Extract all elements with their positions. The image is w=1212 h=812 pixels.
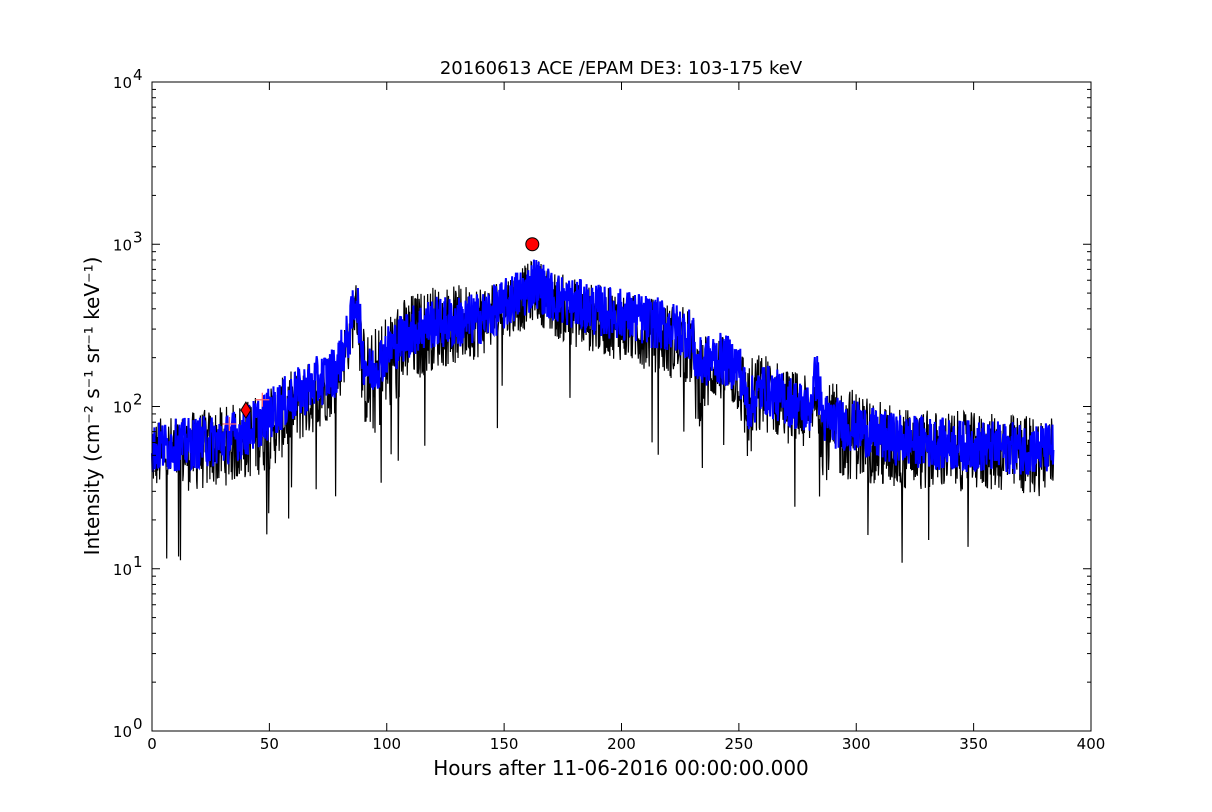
x-tick-label: 250 (725, 735, 754, 753)
x-tick-label: 0 (147, 735, 157, 753)
y-tick-label: 10 (113, 399, 132, 417)
x-tick-label: 150 (490, 735, 519, 753)
y-tick-label: 10 (113, 561, 132, 579)
cross-marker (222, 417, 237, 432)
x-tick-label: 50 (260, 735, 279, 753)
series-intensity-line (151, 259, 1055, 475)
plot-area (151, 237, 1055, 563)
y-tick-label: 10 (113, 723, 132, 741)
y-tick-exponent: 4 (133, 66, 143, 84)
x-tick-label: 300 (842, 735, 871, 753)
y-axis-label: Intensity (cm⁻² s⁻¹ sr⁻¹ keV⁻¹) (80, 257, 104, 556)
peak-marker (525, 237, 540, 252)
x-tick-label: 200 (607, 735, 636, 753)
cross-marker (255, 392, 270, 407)
y-tick-exponent: 3 (133, 228, 143, 246)
y-tick-label: 10 (113, 74, 132, 92)
x-tick-label: 400 (1077, 735, 1106, 753)
x-axis-label: Hours after 11-06-2016 00:00:00.000 (433, 756, 809, 780)
y-tick-exponent: 2 (133, 391, 143, 409)
x-tick-label: 100 (372, 735, 401, 753)
y-tick-label: 10 (113, 236, 132, 254)
y-tick-exponent: 0 (133, 715, 143, 733)
y-tick-exponent: 1 (133, 553, 143, 571)
chart-title: 20160613 ACE /EPAM DE3: 103-175 keV (440, 58, 803, 79)
onset-marker (240, 401, 252, 420)
x-tick-label: 350 (959, 735, 988, 753)
